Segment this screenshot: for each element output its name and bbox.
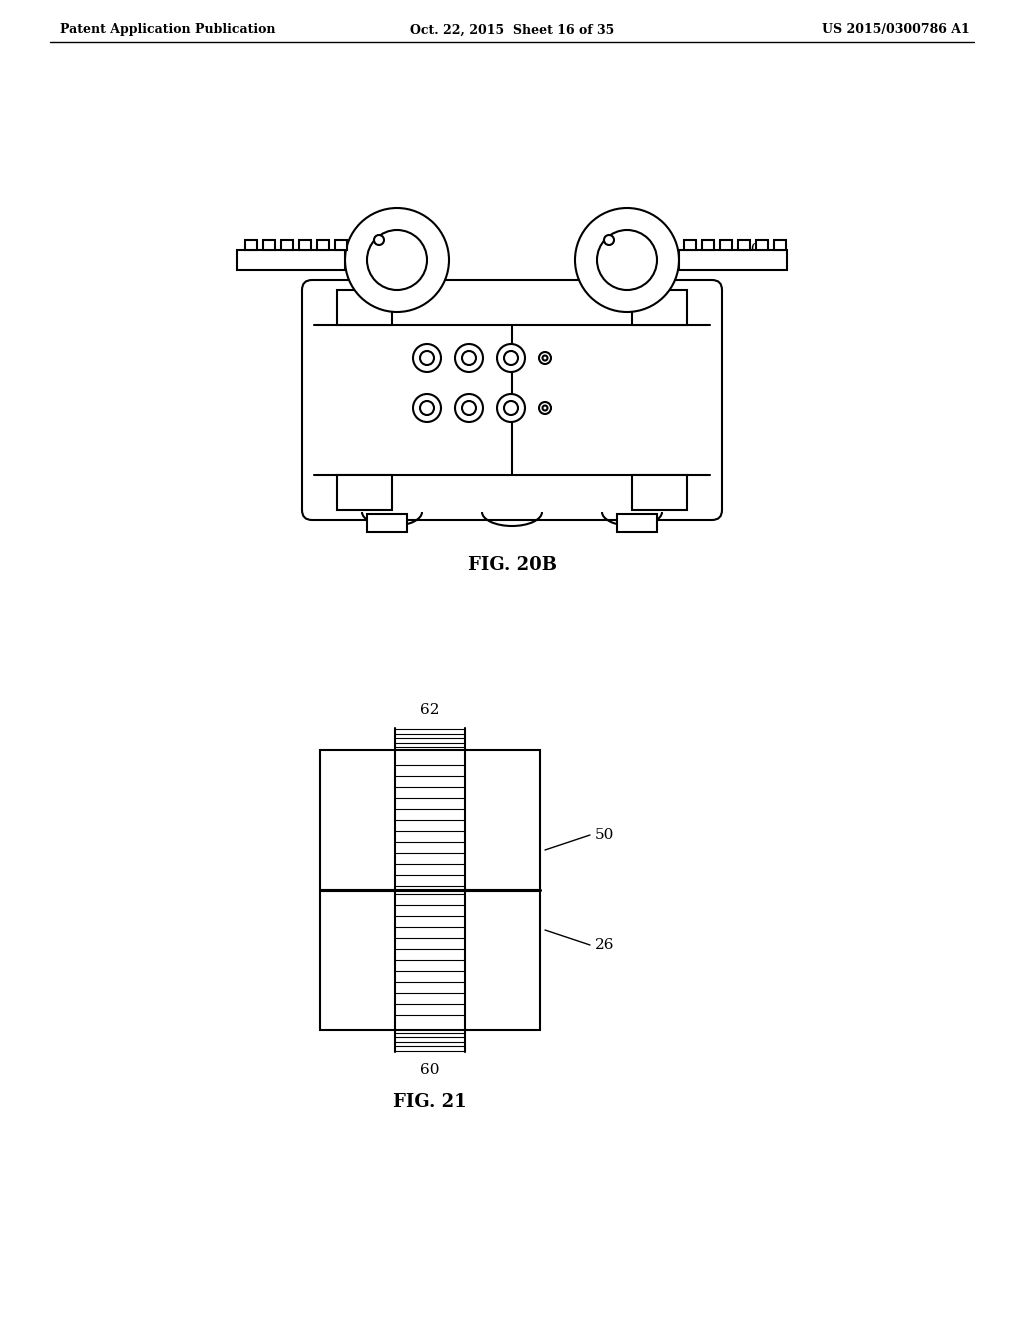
Circle shape — [504, 401, 518, 414]
Circle shape — [575, 209, 679, 312]
Bar — [337, 475, 392, 510]
Circle shape — [543, 405, 548, 411]
Bar — [319, 750, 540, 1030]
Circle shape — [455, 345, 483, 372]
Circle shape — [374, 235, 384, 246]
Bar — [335, 240, 347, 249]
Bar — [679, 249, 787, 271]
Circle shape — [497, 393, 525, 422]
Circle shape — [420, 401, 434, 414]
Circle shape — [604, 235, 614, 246]
Circle shape — [413, 393, 441, 422]
Bar — [281, 240, 293, 249]
Bar — [299, 240, 311, 249]
Circle shape — [497, 345, 525, 372]
Bar — [367, 513, 407, 532]
Circle shape — [455, 393, 483, 422]
Bar — [317, 240, 329, 249]
Text: 205: 205 — [742, 243, 771, 257]
Bar — [684, 240, 696, 249]
Text: US 2015/0300786 A1: US 2015/0300786 A1 — [822, 24, 970, 37]
Circle shape — [462, 351, 476, 366]
Bar — [738, 240, 750, 249]
Circle shape — [539, 403, 551, 414]
Bar — [774, 240, 786, 249]
Bar — [617, 513, 657, 532]
Circle shape — [367, 230, 427, 290]
Text: 26: 26 — [595, 939, 614, 952]
Text: Oct. 22, 2015  Sheet 16 of 35: Oct. 22, 2015 Sheet 16 of 35 — [410, 24, 614, 37]
Text: FIG. 21: FIG. 21 — [393, 1093, 467, 1111]
Circle shape — [345, 209, 449, 312]
Bar — [756, 240, 768, 249]
Text: 62: 62 — [420, 704, 439, 717]
Text: 60: 60 — [420, 1063, 439, 1077]
Bar — [245, 240, 257, 249]
Circle shape — [413, 345, 441, 372]
Bar — [632, 290, 687, 325]
Circle shape — [543, 355, 548, 360]
Bar — [237, 249, 345, 271]
Bar — [263, 240, 275, 249]
Bar — [702, 240, 714, 249]
Circle shape — [504, 351, 518, 366]
Bar — [337, 290, 392, 325]
Circle shape — [597, 230, 657, 290]
Circle shape — [420, 351, 434, 366]
Circle shape — [462, 401, 476, 414]
Text: 50: 50 — [595, 828, 614, 842]
FancyBboxPatch shape — [302, 280, 722, 520]
Text: FIG. 20B: FIG. 20B — [468, 556, 556, 574]
Bar — [720, 240, 732, 249]
Bar — [632, 475, 687, 510]
Circle shape — [539, 352, 551, 364]
Text: Patent Application Publication: Patent Application Publication — [60, 24, 275, 37]
